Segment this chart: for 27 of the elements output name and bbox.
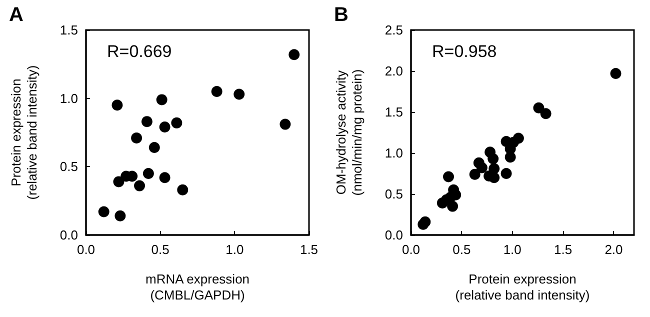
y-tick-label: 2.5 [384, 22, 403, 38]
y-tick-label: 1.0 [60, 90, 78, 106]
y-axis-title: OM-hydrolyse activity (nmol/min/mg protein) [334, 69, 364, 196]
y-axis-title: Protein expression (relative band intensity) [8, 65, 40, 200]
x-tick-label: 1.0 [503, 242, 522, 257]
x-axis-title: mRNA expression (CMBL/GAPDH) [145, 272, 250, 302]
y-tick-label: 1.5 [60, 22, 78, 38]
y-tick-label: 1.0 [384, 146, 403, 160]
y-tick-label: 1.5 [384, 104, 403, 120]
annotation: R=0.669 [107, 42, 172, 61]
x-tick-label: 2.0 [604, 242, 623, 257]
y-tick-label: 0.5 [384, 186, 403, 202]
x-tick-label: 1.5 [300, 242, 318, 257]
x-tick-label: 0.0 [76, 242, 96, 257]
y-tick-label: 0.5 [60, 159, 78, 174]
x-tick-label: 0.5 [151, 242, 170, 257]
x-tick-label: 0.0 [402, 242, 420, 257]
y-tick-label: 0.0 [384, 228, 403, 242]
annotation: R=0.958 [432, 42, 497, 61]
x-tick-label: 0.5 [452, 242, 471, 257]
x-axis-title: Protein expression (relative band intensity) [455, 272, 590, 302]
chart-title: B [334, 4, 348, 26]
y-tick-label: 2.0 [384, 64, 403, 78]
chart-title: A [9, 4, 24, 26]
y-tick-label: 0.0 [60, 228, 78, 242]
x-tick-label: 1.0 [226, 242, 244, 257]
x-tick-label: 1.5 [554, 242, 572, 257]
